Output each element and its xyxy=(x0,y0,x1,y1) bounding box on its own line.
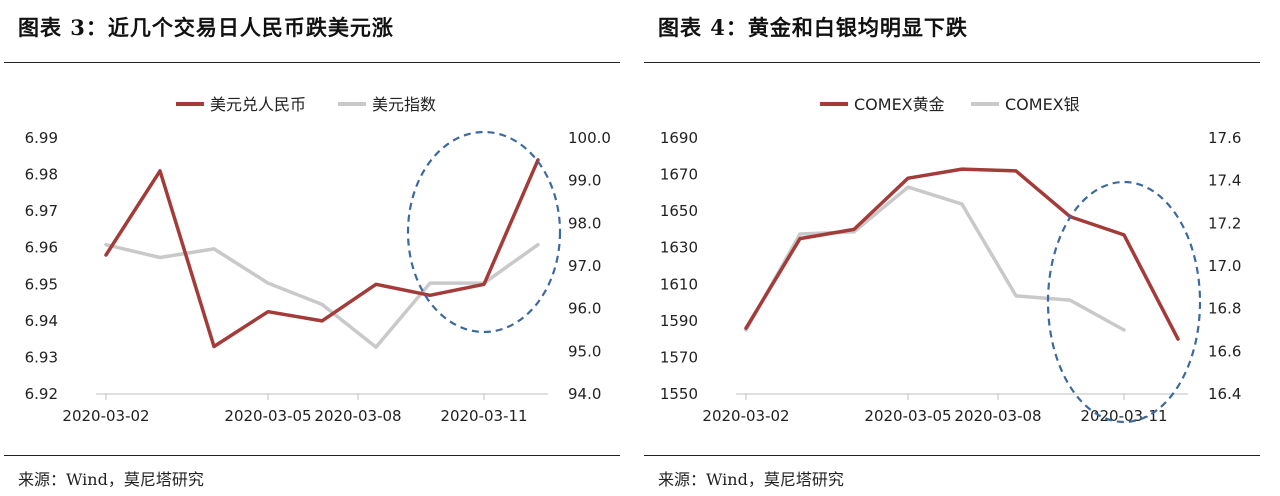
x-tick-label: 2020-03-02 xyxy=(62,407,149,425)
y-left-tick-label: 6.97 xyxy=(25,202,58,220)
y-left-tick-label: 6.98 xyxy=(25,166,58,184)
figure-panel-left: 图表 3：近几个交易日人民币跌美元涨 6.92 6.93 6.94 6.95 6.96 6… xyxy=(0,0,620,496)
chart: 1550 1570 1590 1610 1630 1650 1670 1690 16.4 16.6… xyxy=(660,95,1242,425)
y-right-tick-label: 97.0 xyxy=(568,257,601,275)
y-left-tick-label: 6.99 xyxy=(25,129,58,147)
y-left-tick-label: 6.94 xyxy=(25,312,58,330)
y-left-tick-label: 1570 xyxy=(660,348,698,366)
y-left-tick-label: 6.93 xyxy=(25,348,58,366)
y-left-tick-label: 6.92 xyxy=(25,385,58,403)
series-line-secondary xyxy=(744,185,1126,332)
x-tick-label: 2020-03-02 xyxy=(702,407,789,425)
x-tick-label: 2020-03-08 xyxy=(954,407,1041,425)
legend-label: 美元指数 xyxy=(372,95,436,114)
highlight-ellipse xyxy=(406,130,562,334)
y-left-tick-label: 1630 xyxy=(660,239,698,257)
y-left-tick-label: 1670 xyxy=(660,166,698,184)
y-right-tick-label: 16.6 xyxy=(1208,342,1241,360)
y-left-tick-label: 1590 xyxy=(660,312,698,330)
figure-title: 图表 4：黄金和白银均明显下跌 xyxy=(658,15,968,40)
series-line-primary xyxy=(744,167,1180,341)
legend-label: 美元兑人民币 xyxy=(210,95,306,114)
y-left-tick-label: 6.95 xyxy=(25,275,58,293)
y-right-tick-label: 17.2 xyxy=(1208,214,1241,232)
legend-label: COMEX黄金 xyxy=(854,95,945,114)
y-right-tick-label: 16.8 xyxy=(1208,300,1241,318)
y-right-tick-label: 16.4 xyxy=(1208,385,1241,403)
figure-title: 图表 3：近几个交易日人民币跌美元涨 xyxy=(18,15,394,40)
x-tick-label: 2020-03-11 xyxy=(1080,407,1167,425)
legend: COMEX黄金 COMEX银 xyxy=(820,95,1080,114)
source-note: 来源：Wind，莫尼塔研究 xyxy=(658,470,844,489)
y-right-tick-label: 100.0 xyxy=(568,129,611,147)
source-note: 来源：Wind，莫尼塔研究 xyxy=(18,470,204,489)
figure-panel-right: 图表 4：黄金和白银均明显下跌 1550 1570 1590 1610 1630 1650… xyxy=(640,0,1260,496)
y-left-tick-label: 6.96 xyxy=(25,239,58,257)
bottom-rule xyxy=(644,455,1260,456)
y-right-tick-label: 17.4 xyxy=(1208,172,1241,190)
x-tick-label: 2020-03-08 xyxy=(314,407,401,425)
y-right-tick-label: 96.0 xyxy=(568,300,601,318)
y-right-tick-label: 17.6 xyxy=(1208,129,1241,147)
x-tick-label: 2020-03-05 xyxy=(864,407,951,425)
x-tick-label: 2020-03-05 xyxy=(224,407,311,425)
highlight-ellipse xyxy=(1046,180,1202,424)
bottom-rule xyxy=(4,455,620,456)
y-right-tick-label: 98.0 xyxy=(568,214,601,232)
y-right-tick-label: 95.0 xyxy=(568,342,601,360)
chart: 6.92 6.93 6.94 6.95 6.96 6.97 6.98 6.99 94.0 95.0… xyxy=(25,95,611,425)
series-line-primary xyxy=(104,158,540,349)
top-rule xyxy=(644,62,1260,63)
legend-label: COMEX银 xyxy=(1005,95,1080,114)
y-left-tick-label: 1690 xyxy=(660,129,698,147)
y-left-tick-label: 1550 xyxy=(660,385,698,403)
y-left-tick-label: 1610 xyxy=(660,275,698,293)
y-right-tick-label: 94.0 xyxy=(568,385,601,403)
y-right-tick-label: 17.0 xyxy=(1208,257,1241,275)
x-tick-label: 2020-03-11 xyxy=(440,407,527,425)
legend: 美元兑人民币 美元指数 xyxy=(176,95,436,114)
series-line-secondary xyxy=(104,242,540,349)
y-left-tick-label: 1650 xyxy=(660,202,698,220)
top-rule xyxy=(4,62,620,63)
y-right-tick-label: 99.0 xyxy=(568,172,601,190)
